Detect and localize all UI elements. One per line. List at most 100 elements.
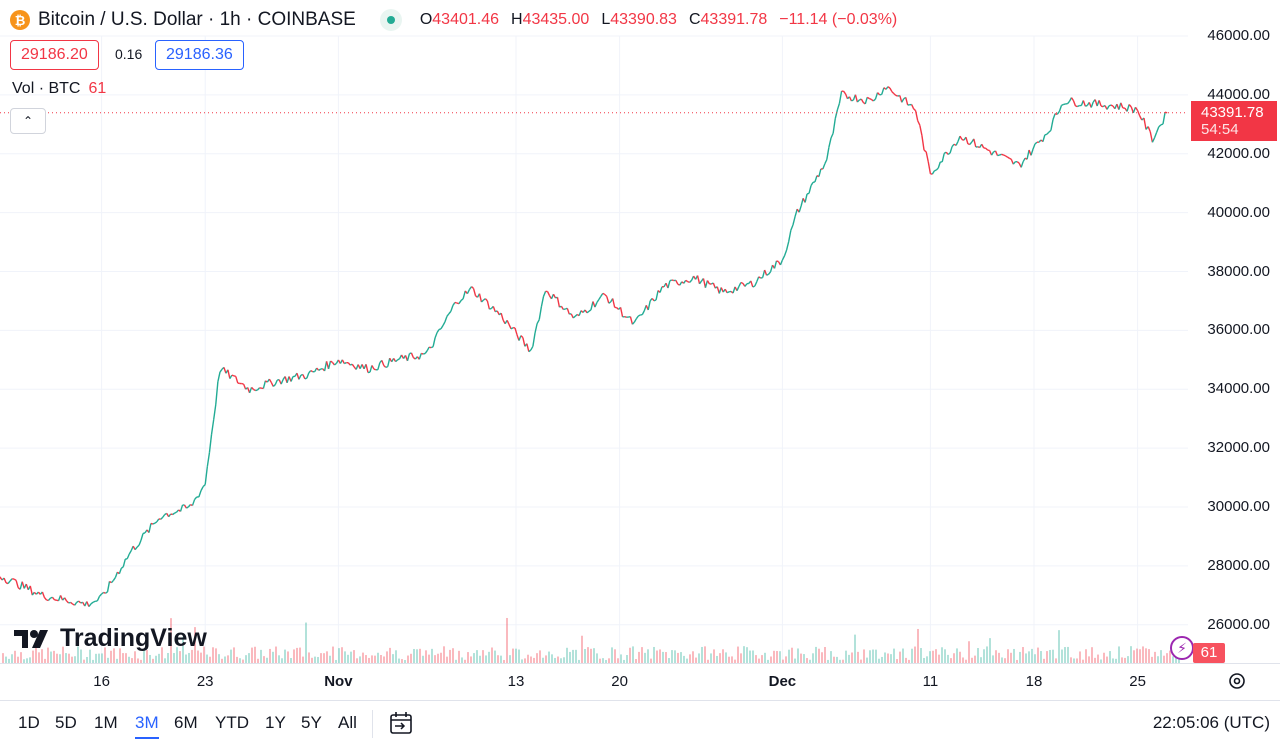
price-candle [370,365,372,372]
volume-bar [1088,656,1090,663]
volume-bar [674,650,676,663]
volume-bar [746,647,748,663]
volume-bar [1085,649,1087,663]
collapse-legend-button[interactable]: ⌃ [10,108,46,134]
price-candle [789,230,791,241]
price-candle [642,311,644,315]
price-candle [918,121,920,125]
volume-bar [2,653,4,663]
volume-bar [767,660,769,663]
range-button-5d[interactable]: 5D [55,713,77,733]
volume-bar [1136,649,1138,663]
price-candle [214,405,216,420]
gear-icon[interactable] [1226,670,1248,692]
price-candle [914,109,916,111]
price-candle [837,103,839,110]
last-price-value: 43391.78 [1201,104,1277,121]
price-candle [1165,112,1167,113]
ohlc-open: O43401.46 [420,11,499,29]
price-candle [181,505,183,511]
price-candle [348,363,350,365]
volume-axis-tag: 61 [1193,643,1225,663]
volume-bar [584,649,586,663]
volume-bar [389,648,391,663]
price-candle [922,136,924,151]
price-candle [793,217,795,225]
volume-bar [1142,646,1144,663]
candle-countdown: 54:54 [1201,121,1277,138]
price-candle [785,250,787,256]
volume-bar [1082,660,1084,663]
volume-bar [506,618,508,663]
price-candle [177,510,179,512]
volume-bar [518,650,520,663]
volume-bar [200,653,202,663]
volume-bar [806,658,808,663]
price-candle [686,280,688,281]
utc-clock[interactable]: 22:05:06 (UTC) [1153,713,1270,733]
volume-bar [551,654,553,663]
price-candle [869,99,871,100]
price-candle [113,578,115,581]
lightning-icon[interactable]: ⚡ [1170,636,1194,660]
volume-bar [173,653,175,663]
price-candle [851,100,853,101]
volume-bar [497,655,499,663]
calendar-icon[interactable] [388,710,414,736]
range-button-1m[interactable]: 1M [94,713,118,733]
range-button-all[interactable]: All [338,713,357,733]
price-candle [654,300,656,301]
range-button-3m[interactable]: 3M [135,713,159,733]
price-candle [4,578,6,583]
buy-button[interactable]: 29186.36 [155,40,244,70]
price-candle [527,344,529,352]
price-candle [65,598,67,601]
tradingview-logo[interactable]: TradingView [14,624,207,653]
volume-bar [785,656,787,663]
price-candle [169,514,171,517]
price-candle [195,497,197,499]
volume-bar [155,656,157,663]
price-candle [753,286,755,287]
range-button-1y[interactable]: 1Y [265,713,286,733]
volume-bar [734,660,736,663]
volume-bar [467,652,469,663]
volume-bar [167,653,169,663]
price-candle [67,601,69,603]
range-button-ytd[interactable]: YTD [215,713,249,733]
price-candle [725,289,727,293]
volume-bar [962,657,964,663]
volume-bar [74,656,76,663]
price-candle [1150,132,1152,143]
market-open-icon [380,9,402,31]
price-candle [1003,155,1005,156]
volume-bar [536,653,538,663]
volume-bar [293,649,295,663]
price-candle [613,299,615,308]
volume-bar [371,655,373,663]
volume-bar [596,653,598,663]
price-candle [366,364,368,372]
volume-bar [212,647,214,663]
symbol-title[interactable]: Bitcoin / U.S. Dollar · 1h · COINBASE [38,9,356,31]
volume-bar [278,655,280,663]
price-candle [617,308,619,310]
sell-button[interactable]: 29186.20 [10,40,99,70]
volume-bar [152,659,154,663]
range-button-5y[interactable]: 5Y [301,713,322,733]
bitcoin-icon: ₿ [10,10,30,30]
volume-bar [872,650,874,663]
volume-bar [578,660,580,663]
volume-bar [386,651,388,663]
price-candle [813,182,815,183]
volume-bar [416,649,418,663]
range-button-1d[interactable]: 1D [18,713,40,733]
range-button-6m[interactable]: 6M [174,713,198,733]
volume-bar [1091,647,1093,663]
price-candle [607,296,609,303]
price-candle [1144,118,1146,129]
volume-bar [1022,647,1024,663]
price-candle [431,347,433,348]
volume-bar [959,652,961,663]
